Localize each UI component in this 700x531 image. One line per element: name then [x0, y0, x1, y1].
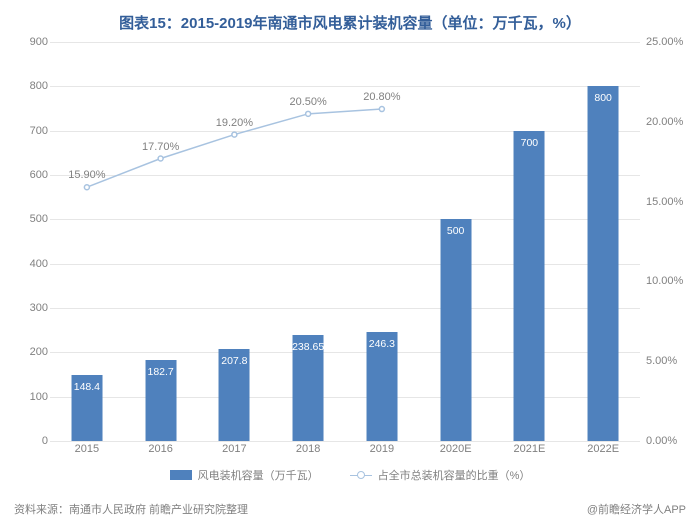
- bar: 246.3: [366, 332, 397, 441]
- line-value-label: 19.20%: [216, 117, 253, 129]
- bar-value-label: 207.8: [221, 355, 247, 367]
- y-right-tick: 15.00%: [646, 196, 694, 208]
- x-tick: 2016: [148, 443, 172, 455]
- bar-value-label: 500: [447, 225, 465, 237]
- footer-source: 资料来源：南通市人民政府 前瞻产业研究院整理: [14, 501, 248, 517]
- legend-label-line: 占全市总装机容量的比重（%）: [378, 467, 531, 483]
- y-left-tick: 800: [0, 80, 48, 92]
- bar: 500: [440, 219, 471, 441]
- bar: 700: [514, 131, 545, 441]
- y-left-tick: 200: [0, 346, 48, 358]
- bar-value-label: 700: [521, 137, 539, 149]
- x-tick: 2018: [296, 443, 320, 455]
- line-value-label: 20.50%: [289, 96, 326, 108]
- bar: 238.65: [293, 335, 324, 441]
- x-tick: 2017: [222, 443, 246, 455]
- y-left-tick: 0: [0, 435, 48, 447]
- y-right-tick: 10.00%: [646, 275, 694, 287]
- y-left-tick: 100: [0, 391, 48, 403]
- bar-value-label: 800: [594, 92, 612, 104]
- y-left-tick: 500: [0, 213, 48, 225]
- legend: 风电装机容量（万千瓦） 占全市总装机容量的比重（%）: [0, 467, 700, 483]
- y-left-tick: 600: [0, 169, 48, 181]
- bar: 148.4: [71, 375, 102, 441]
- bar-value-label: 148.4: [74, 381, 100, 393]
- x-tick: 2019: [370, 443, 394, 455]
- x-tick: 2021E: [513, 443, 545, 455]
- bar-value-label: 246.3: [369, 338, 395, 350]
- legend-item-line: 占全市总装机容量的比重（%）: [350, 467, 531, 483]
- plot-area: 148.4 182.7 207.8 238.65 246.3 500 700 800 15.90…: [50, 42, 640, 441]
- legend-item-bar: 风电装机容量（万千瓦）: [170, 467, 319, 483]
- y-axis-right: 0.00%5.00%10.00%15.00%20.00%25.00%: [646, 42, 694, 441]
- bar: 800: [588, 86, 619, 441]
- line-series-svg: [50, 42, 640, 441]
- x-tick: 2020E: [440, 443, 472, 455]
- y-left-tick: 400: [0, 258, 48, 270]
- legend-label-bar: 风电装机容量（万千瓦）: [198, 467, 319, 483]
- y-axis-left: 0100200300400500600700800900: [0, 42, 48, 441]
- y-right-tick: 20.00%: [646, 116, 694, 128]
- chart-container: 图表15：2015-2019年南通市风电累计装机容量（单位：万千瓦，%） 0 10…: [0, 0, 700, 531]
- x-tick: 2015: [75, 443, 99, 455]
- y-right-tick: 25.00%: [646, 36, 694, 48]
- x-tick: 2022E: [587, 443, 619, 455]
- y-right-tick: 0.00%: [646, 435, 694, 447]
- bar-value-label: 182.7: [147, 366, 173, 378]
- y-left-tick: 700: [0, 125, 48, 137]
- x-axis: 2015 2016 2017 2018 2019 2020E 2021E 2022E: [50, 441, 640, 461]
- chart-footer: 资料来源：南通市人民政府 前瞻产业研究院整理 @前瞻经济学人APP: [14, 501, 686, 517]
- legend-swatch-line: [350, 470, 372, 480]
- bar-value-label: 238.65: [292, 341, 324, 353]
- chart-title: 图表15：2015-2019年南通市风电累计装机容量（单位：万千瓦，%）: [0, 0, 700, 33]
- line-value-label: 17.70%: [142, 141, 179, 153]
- y-right-tick: 5.00%: [646, 355, 694, 367]
- footer-attribution: @前瞻经济学人APP: [587, 501, 686, 517]
- line-value-label: 20.80%: [363, 91, 400, 103]
- line-value-label: 15.90%: [68, 169, 105, 181]
- bar: 207.8: [219, 349, 250, 441]
- bar: 182.7: [145, 360, 176, 441]
- y-left-tick: 900: [0, 36, 48, 48]
- y-left-tick: 300: [0, 302, 48, 314]
- legend-swatch-bar: [170, 470, 192, 480]
